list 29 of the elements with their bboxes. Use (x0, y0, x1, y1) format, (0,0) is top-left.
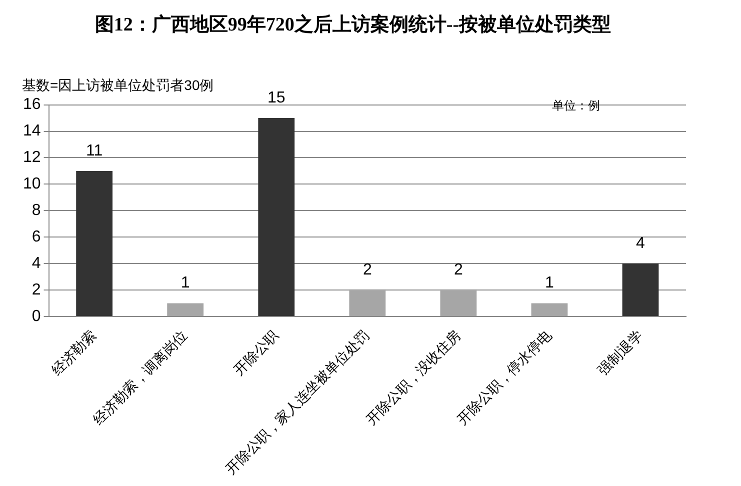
y-tick-label: 10 (23, 176, 41, 193)
y-tick-label: 4 (32, 255, 41, 272)
data-label: 2 (362, 261, 372, 278)
chart-title: 图12：广西地区99年720之后上访案例统计--按被单位处罚类型 (94, 13, 612, 36)
annotation: 单位：例 (552, 98, 600, 112)
y-tick-label: 8 (32, 202, 41, 220)
y-tick-label: 16 (23, 96, 41, 114)
bar (440, 290, 477, 316)
bar (167, 303, 204, 316)
data-label: 2 (454, 261, 463, 278)
data-label: 1 (545, 274, 554, 292)
bar (349, 290, 386, 316)
y-tick-label: 12 (23, 149, 41, 166)
x-tick-label: 强制退学 (594, 327, 646, 378)
data-label: 4 (636, 235, 646, 252)
x-tick-label: 经济勒索 (48, 327, 100, 378)
bar (76, 170, 113, 316)
y-tick-label: 6 (32, 228, 41, 246)
x-tick-label: 开除公职 (230, 327, 282, 378)
text: 基数=因上访被单位处罚者30例 (22, 76, 214, 93)
data-label: 1 (180, 274, 190, 292)
y-tick-label: 0 (32, 308, 41, 325)
y-tick-label: 14 (23, 122, 41, 140)
data-label: 15 (267, 89, 286, 106)
bar (622, 264, 659, 316)
bar (258, 118, 295, 316)
bar (531, 303, 568, 316)
y-tick-label: 2 (32, 281, 41, 298)
data-label: 11 (86, 142, 103, 160)
